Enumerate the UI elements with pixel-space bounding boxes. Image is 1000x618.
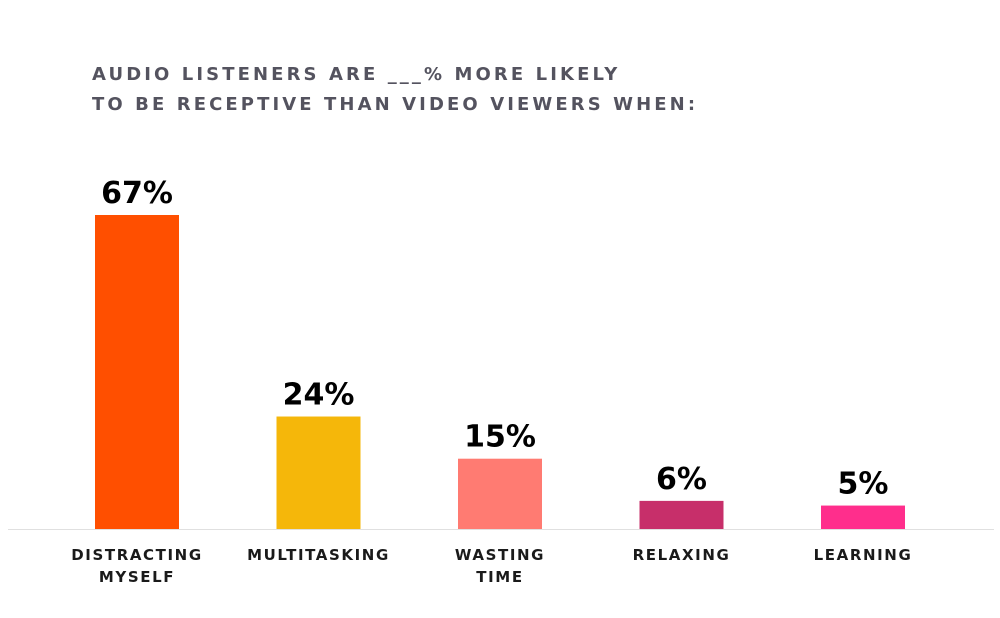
- bar-1: [276, 416, 361, 529]
- bar-4: [821, 505, 905, 529]
- category-label-0-line-1: MYSELF: [99, 568, 175, 586]
- chart-title: AUDIO LISTENERS ARE ___% MORE LIKELY TO …: [92, 60, 698, 120]
- category-label-3-line-0: RELAXING: [633, 546, 731, 564]
- value-label-0: 67%: [101, 176, 173, 211]
- category-label-0-line-0: DISTRACTING: [71, 546, 203, 564]
- category-label-4-line-0: LEARNING: [814, 546, 913, 564]
- category-label-1-line-0: MULTITASKING: [247, 546, 390, 564]
- value-label-4: 5%: [838, 467, 889, 502]
- bar-0: [95, 215, 179, 529]
- category-label-2-line-1: TIME: [476, 568, 523, 586]
- value-label-1: 24%: [283, 378, 355, 413]
- value-label-2: 15%: [464, 420, 536, 455]
- bar-2: [458, 458, 542, 529]
- category-label-2-line-0: WASTING: [455, 546, 545, 564]
- chart-title-line-1: AUDIO LISTENERS ARE ___% MORE LIKELY: [92, 64, 621, 85]
- chart-title-line-2: TO BE RECEPTIVE THAN VIDEO VIEWERS WHEN:: [92, 94, 699, 115]
- value-label-3: 6%: [656, 462, 707, 497]
- bar-3: [639, 500, 724, 529]
